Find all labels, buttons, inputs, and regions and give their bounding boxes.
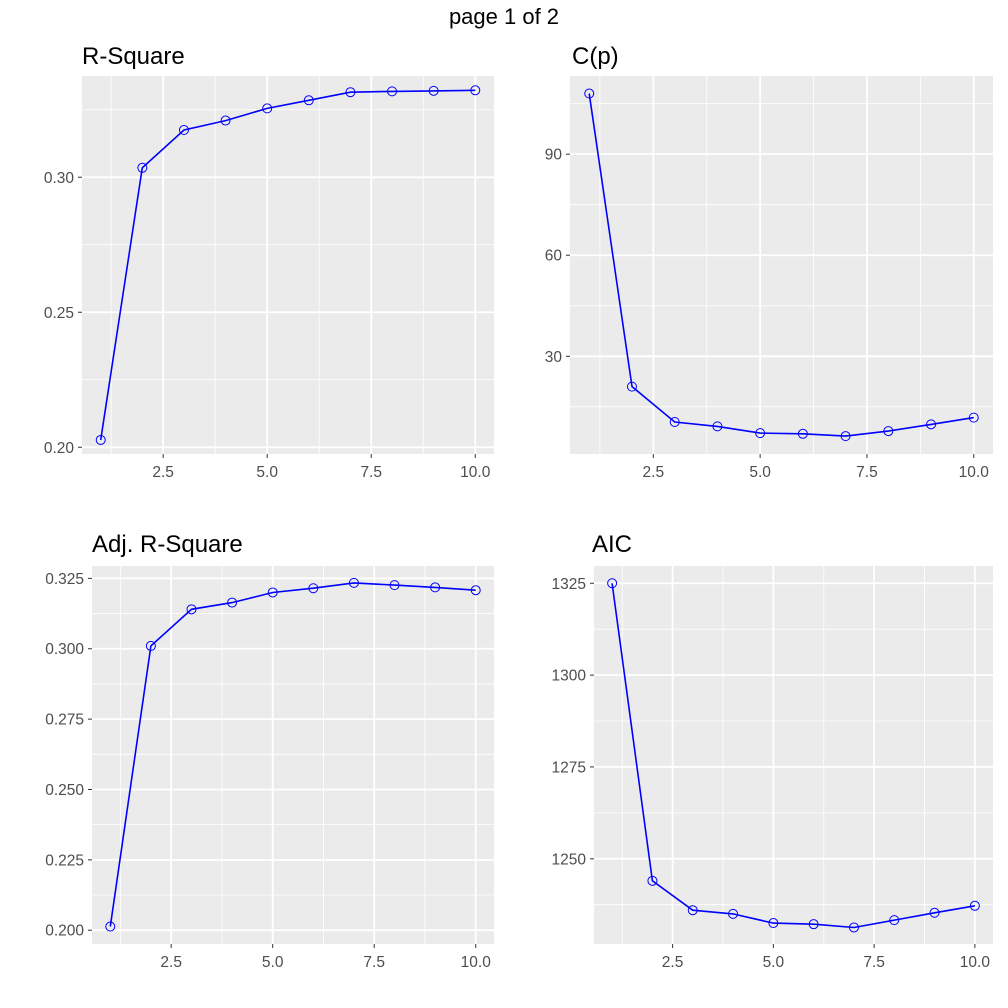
y-tick-label: 0.300 xyxy=(45,641,84,658)
x-tick-label: 5.0 xyxy=(262,954,284,971)
data-point xyxy=(687,905,698,916)
y-tick-label: 0.25 xyxy=(44,305,74,322)
panel-title: AIC xyxy=(592,531,632,558)
y-tick-label: 30 xyxy=(545,349,563,366)
data-point xyxy=(470,585,481,596)
data-point xyxy=(262,103,273,114)
series-line xyxy=(109,582,476,927)
data-point xyxy=(145,640,156,651)
series-line xyxy=(99,89,476,441)
data-point xyxy=(712,421,723,432)
y-tick-label: 0.225 xyxy=(45,852,84,869)
y-tick-label: 1300 xyxy=(552,668,587,685)
data-point xyxy=(808,919,819,930)
panel-title: C(p) xyxy=(572,43,619,70)
x-tick-label: 10.0 xyxy=(461,954,492,971)
x-tick-label: 2.5 xyxy=(662,954,684,971)
data-point xyxy=(883,426,894,437)
x-tick-label: 10.0 xyxy=(959,464,990,481)
y-tick-label: 0.325 xyxy=(45,571,84,588)
data-point xyxy=(889,915,900,926)
plot-background xyxy=(570,76,993,454)
y-tick-label: 90 xyxy=(545,147,563,164)
x-tick-label: 5.0 xyxy=(763,954,785,971)
data-point xyxy=(929,907,940,918)
data-point xyxy=(607,578,618,589)
data-point xyxy=(430,582,441,593)
data-point xyxy=(647,875,658,886)
chart-panel: 2.5 5.0 7.5 10.0 0.20 0.25 0.30 R-Square xyxy=(44,43,494,481)
x-tick-label: 7.5 xyxy=(863,954,885,971)
data-point xyxy=(968,412,979,423)
x-tick-label: 7.5 xyxy=(856,464,878,481)
panel-title: Adj. R-Square xyxy=(92,531,243,558)
panel-title: R-Square xyxy=(82,43,185,70)
data-point xyxy=(840,431,851,442)
data-point xyxy=(768,918,779,929)
y-tick-label: 0.275 xyxy=(45,712,84,729)
data-point xyxy=(969,900,980,911)
y-tick-label: 1275 xyxy=(552,759,586,776)
series-line xyxy=(611,583,976,929)
data-point xyxy=(105,921,116,932)
data-point xyxy=(178,125,189,135)
x-tick-label: 7.5 xyxy=(360,464,382,481)
y-tick-label: 0.200 xyxy=(45,923,84,940)
series-line xyxy=(588,93,974,437)
x-tick-label: 7.5 xyxy=(363,954,385,971)
y-tick-label: 1250 xyxy=(552,851,587,868)
chart-panel: 2.5 5.0 7.5 10.0 30 60 90 C(p) xyxy=(545,43,993,481)
page-title: page 1 of 2 xyxy=(448,4,560,29)
y-tick-label: 0.30 xyxy=(44,170,75,187)
data-point xyxy=(926,419,937,430)
data-point xyxy=(389,580,400,591)
data-point xyxy=(95,434,106,445)
data-point xyxy=(137,162,148,173)
data-point xyxy=(626,381,637,392)
y-tick-label: 0.250 xyxy=(45,782,84,799)
data-point xyxy=(387,86,398,97)
x-tick-label: 2.5 xyxy=(160,954,182,971)
x-tick-label: 2.5 xyxy=(643,464,665,481)
data-point xyxy=(728,908,739,919)
data-point xyxy=(848,922,859,933)
data-point xyxy=(470,85,481,96)
plot-background xyxy=(594,566,993,944)
y-tick-label: 1325 xyxy=(552,576,586,593)
x-tick-label: 10.0 xyxy=(960,954,991,971)
data-point xyxy=(303,95,314,106)
data-point xyxy=(755,428,766,439)
data-point xyxy=(428,85,439,96)
data-point xyxy=(669,416,680,427)
plot-background xyxy=(82,76,494,454)
data-point xyxy=(220,115,231,126)
y-tick-label: 0.20 xyxy=(44,440,75,457)
y-tick-label: 60 xyxy=(545,248,563,265)
chart-panel: 2.5 5.0 7.5 10.0 1250 1275 1300 1325 AIC xyxy=(552,531,993,971)
x-tick-label: 10.0 xyxy=(460,464,491,481)
data-point xyxy=(345,87,356,98)
data-point xyxy=(227,597,238,608)
x-tick-label: 5.0 xyxy=(256,464,278,481)
data-point xyxy=(186,604,197,615)
chart-panel: 2.5 5.0 7.5 10.0 0.200 0.225 0.250 0.275 0.300 0.… xyxy=(45,531,494,971)
plot-background xyxy=(92,566,494,944)
data-point xyxy=(308,583,319,594)
x-tick-label: 2.5 xyxy=(152,464,174,481)
data-point xyxy=(584,88,595,99)
x-tick-label: 5.0 xyxy=(749,464,771,481)
data-point xyxy=(348,577,359,588)
data-point xyxy=(797,428,808,439)
data-point xyxy=(267,587,278,598)
